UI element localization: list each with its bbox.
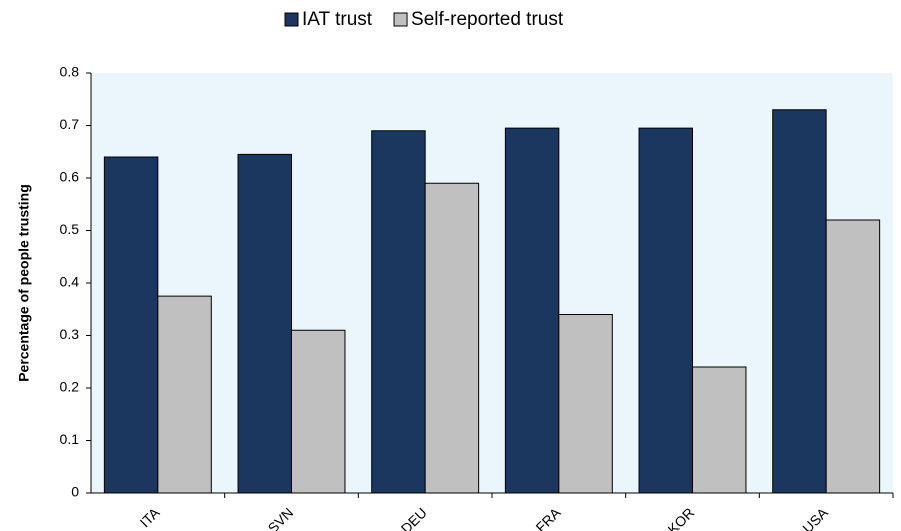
bar <box>424 182 480 494</box>
x-tick-label: ITA <box>137 504 163 530</box>
x-tick-label: FRA <box>532 504 564 531</box>
legend-label: Self-reported trust <box>411 9 564 30</box>
y-tick-label: 0 <box>71 484 79 500</box>
plot-area <box>91 73 893 493</box>
legend-swatch <box>284 12 299 27</box>
x-tick-label: SVN <box>265 504 297 531</box>
y-tick-label: 0.6 <box>60 169 80 185</box>
y-tick-label: 0.4 <box>60 274 80 290</box>
y-tick-label: 0.5 <box>60 221 80 237</box>
bar <box>371 130 426 494</box>
bar <box>825 219 881 494</box>
y-tick-label: 0.3 <box>60 326 80 342</box>
bar <box>558 314 613 494</box>
y-tick-label: 0.7 <box>60 116 80 132</box>
bar <box>504 127 560 494</box>
bar <box>772 109 827 494</box>
y-tick-label: 0.1 <box>60 431 80 447</box>
bar <box>157 295 212 494</box>
bar <box>103 156 159 494</box>
bar <box>237 153 293 494</box>
y-tick-label: 0.2 <box>60 379 80 395</box>
bar <box>291 329 346 494</box>
bar <box>638 127 693 494</box>
x-tick-label: USA <box>799 504 831 531</box>
x-tick-label: DEU <box>398 504 430 531</box>
legend-label: IAT trust <box>302 9 373 30</box>
y-tick-label: 0.8 <box>60 64 80 80</box>
x-tick-label: KOR <box>664 504 697 531</box>
legend-swatch <box>393 12 408 27</box>
y-axis-label: Percentage of people trusting <box>16 184 32 382</box>
bar <box>692 366 747 494</box>
